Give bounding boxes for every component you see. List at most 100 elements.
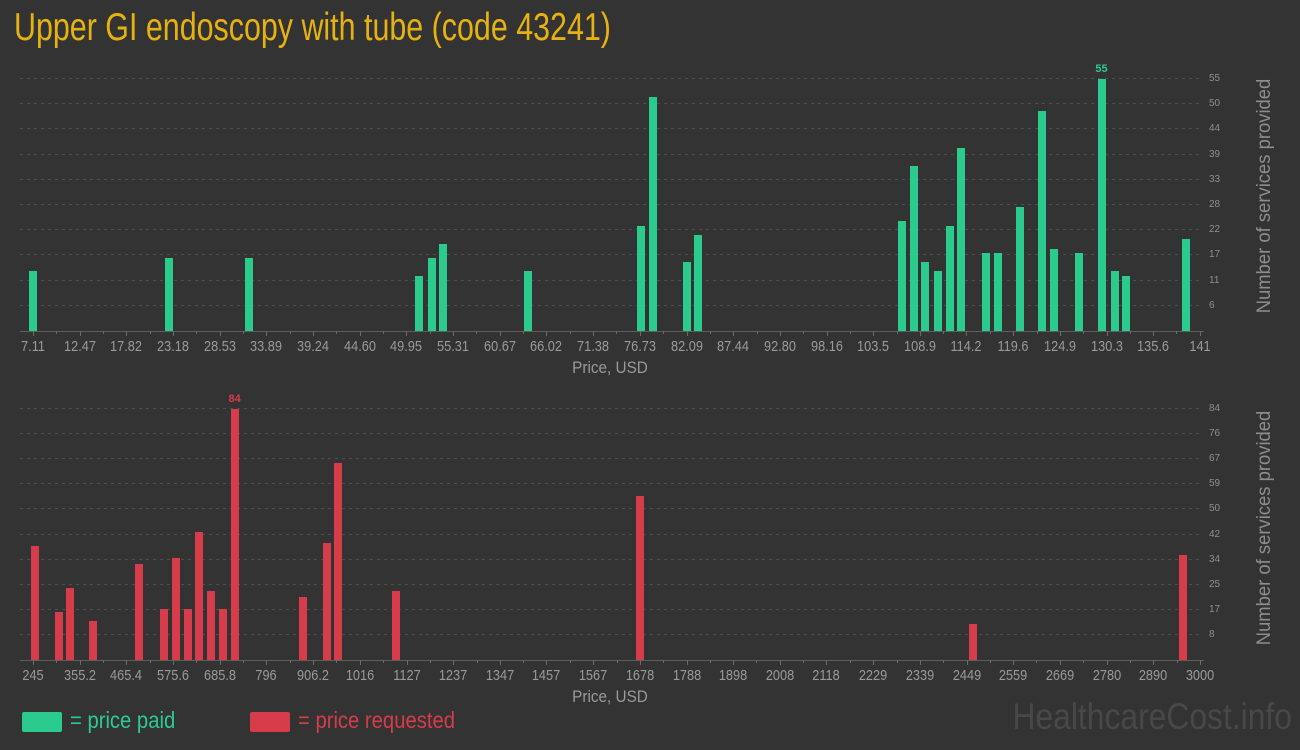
x-tick-label: 2449 — [952, 667, 981, 684]
x-tick-label: 39.24 — [297, 338, 329, 355]
axis-major-tick — [499, 331, 501, 336]
y-tick-label: 33 — [1209, 173, 1221, 185]
y-tick-label: 28 — [1209, 199, 1221, 211]
axis-major-tick — [1200, 660, 1201, 665]
bar-price-paid — [921, 262, 930, 331]
axis-minor-tick — [56, 660, 58, 663]
axis-minor-tick — [289, 660, 291, 663]
axis-minor-tick — [803, 660, 805, 663]
axis-minor-tick — [149, 660, 151, 663]
axis-major-tick — [173, 331, 175, 336]
gridline — [20, 254, 1200, 256]
axis-major-tick — [32, 331, 34, 336]
axis-major-tick — [126, 660, 128, 665]
axis-minor-tick — [1130, 660, 1132, 663]
bar-price-requested — [1179, 555, 1188, 660]
x-tick-label: 3000 — [1185, 667, 1215, 684]
axis-minor-tick — [569, 331, 571, 334]
axis-minor-tick — [243, 660, 245, 663]
axis-major-tick — [639, 331, 641, 336]
bar-price-paid — [1050, 248, 1059, 331]
axis-major-tick — [733, 331, 735, 336]
bar-price-requested — [134, 564, 143, 660]
x-tick-label: 245 — [22, 667, 44, 684]
axis-minor-tick — [1083, 660, 1085, 663]
axis-minor-tick — [149, 331, 151, 334]
axis-minor-tick — [849, 660, 851, 663]
x-tick-label: 87.44 — [717, 338, 750, 355]
axis-major-tick — [79, 331, 81, 336]
axis-major-tick — [546, 660, 548, 665]
x-axis-title: Price, USD — [572, 687, 648, 706]
gridline — [20, 583, 1200, 585]
axis-major-tick — [33, 660, 34, 665]
axis-minor-tick — [103, 660, 105, 663]
axis-minor-tick — [803, 331, 805, 334]
gridline — [20, 533, 1200, 535]
axis-minor-tick — [1176, 660, 1178, 663]
gridline — [20, 433, 1200, 435]
max-value-label: 84 — [228, 393, 241, 406]
bar-price-requested — [89, 621, 98, 660]
gridline — [20, 633, 1200, 635]
x-tick-label: 17.82 — [110, 338, 143, 355]
bar-price-paid — [415, 276, 424, 331]
x-tick-label: 130.3 — [1090, 338, 1123, 355]
x-tick-label: 2118 — [812, 667, 841, 684]
y-tick-label: 59 — [1209, 478, 1221, 490]
y-tick-label: 17 — [1209, 249, 1221, 261]
y-axis-title: Number of services provided — [1254, 78, 1275, 313]
x-tick-label: 2780 — [1092, 667, 1121, 684]
axis-major-tick — [406, 331, 408, 336]
axis-minor-tick — [336, 331, 338, 334]
bar-price-paid — [1111, 271, 1120, 331]
y-tick-label: 84 — [1209, 403, 1221, 415]
axis-major-tick — [1200, 331, 1201, 336]
y-tick-label: 39 — [1209, 148, 1221, 160]
bar-price-requested — [183, 609, 192, 660]
x-axis-line — [20, 331, 1204, 332]
axis-minor-tick — [1176, 331, 1178, 334]
gridline — [20, 103, 1200, 105]
axis-major-tick — [1106, 660, 1108, 665]
axis-major-tick — [873, 331, 875, 336]
page-title: Upper GI endoscopy with tube (code 43241… — [14, 6, 611, 49]
watermark: HealthcareCost.info — [1012, 696, 1292, 737]
y-tick-label: 6 — [1209, 299, 1215, 311]
axis-major-tick — [966, 331, 968, 336]
x-tick-label: 2008 — [765, 667, 794, 684]
axis-minor-tick — [196, 660, 198, 663]
axis-major-tick — [173, 660, 175, 665]
bar-price-paid — [1074, 253, 1083, 331]
axis-minor-tick — [663, 660, 665, 663]
bar-price-paid — [945, 225, 954, 331]
x-tick-label: 76.73 — [623, 338, 656, 355]
axis-major-tick — [359, 660, 361, 665]
axis-minor-tick — [289, 331, 291, 334]
axis-minor-tick — [476, 660, 478, 663]
axis-major-tick — [453, 660, 455, 665]
axis-major-tick — [219, 331, 221, 336]
legend-label-price-paid: = price paid — [70, 707, 176, 733]
bar-price-paid — [428, 257, 437, 331]
axis-major-tick — [640, 660, 641, 665]
y-axis-title: Number of services provided — [1254, 410, 1275, 645]
axis-major-tick — [826, 660, 828, 665]
y-tick-label: 25 — [1209, 578, 1221, 590]
axis-minor-tick — [709, 331, 711, 334]
x-tick-label: 796 — [255, 667, 278, 684]
gridline — [20, 483, 1200, 485]
axis-major-tick — [406, 660, 408, 665]
x-tick-label: 1016 — [345, 667, 374, 684]
axis-major-tick — [499, 660, 501, 665]
axis-major-tick — [359, 331, 361, 336]
axis-major-tick — [1106, 331, 1108, 336]
bar-price-requested — [160, 609, 169, 660]
y-tick-label: 22 — [1209, 224, 1221, 236]
x-tick-label: 2559 — [999, 667, 1028, 684]
x-tick-label: 124.9 — [1043, 338, 1076, 355]
y-tick-label: 8 — [1209, 628, 1215, 640]
gridline — [20, 608, 1200, 610]
gridline — [20, 229, 1200, 231]
